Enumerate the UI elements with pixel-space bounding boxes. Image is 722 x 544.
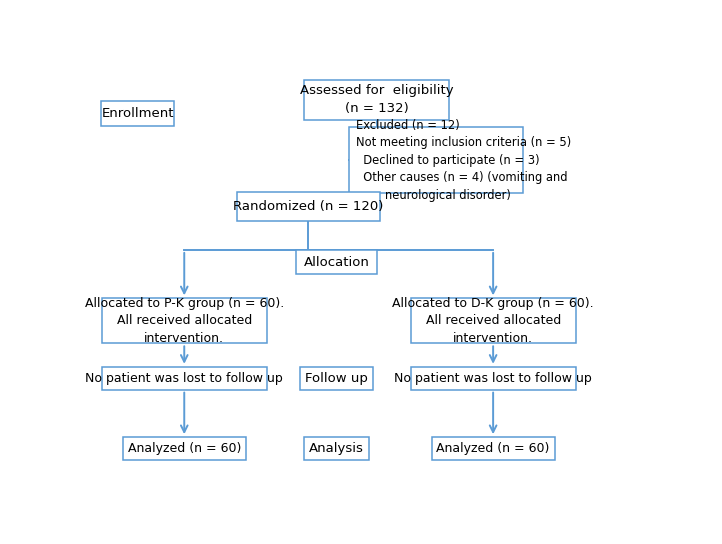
FancyBboxPatch shape bbox=[432, 437, 554, 460]
Text: No patient was lost to follow up: No patient was lost to follow up bbox=[394, 372, 592, 385]
FancyBboxPatch shape bbox=[300, 367, 373, 390]
FancyBboxPatch shape bbox=[411, 367, 575, 390]
Text: Randomized (n = 120): Randomized (n = 120) bbox=[233, 200, 383, 213]
Text: Allocated to D-K group (n = 60).
All received allocated
intervention.: Allocated to D-K group (n = 60). All rec… bbox=[392, 297, 594, 345]
Text: Enrollment: Enrollment bbox=[102, 107, 174, 120]
Text: Analysis: Analysis bbox=[309, 442, 364, 455]
Text: Follow up: Follow up bbox=[305, 372, 368, 385]
FancyBboxPatch shape bbox=[237, 192, 380, 221]
Text: Assessed for  eligibility
(n = 132): Assessed for eligibility (n = 132) bbox=[300, 84, 453, 115]
FancyBboxPatch shape bbox=[101, 101, 174, 126]
FancyBboxPatch shape bbox=[411, 298, 575, 343]
Text: Analyzed (n = 60): Analyzed (n = 60) bbox=[436, 442, 550, 455]
FancyBboxPatch shape bbox=[304, 80, 450, 120]
FancyBboxPatch shape bbox=[102, 298, 267, 343]
FancyBboxPatch shape bbox=[349, 127, 523, 194]
FancyBboxPatch shape bbox=[296, 250, 377, 274]
Text: Excluded (n = 12)
Not meeting inclusion criteria (n = 5)
  Declined to participa: Excluded (n = 12) Not meeting inclusion … bbox=[356, 119, 571, 202]
FancyBboxPatch shape bbox=[123, 437, 245, 460]
Text: Allocation: Allocation bbox=[303, 256, 370, 269]
Text: Analyzed (n = 60): Analyzed (n = 60) bbox=[128, 442, 241, 455]
FancyBboxPatch shape bbox=[102, 367, 267, 390]
Text: No patient was lost to follow up: No patient was lost to follow up bbox=[85, 372, 283, 385]
FancyBboxPatch shape bbox=[304, 437, 369, 460]
Text: Allocated to P-K group (n = 60).
All received allocated
intervention.: Allocated to P-K group (n = 60). All rec… bbox=[84, 297, 284, 345]
